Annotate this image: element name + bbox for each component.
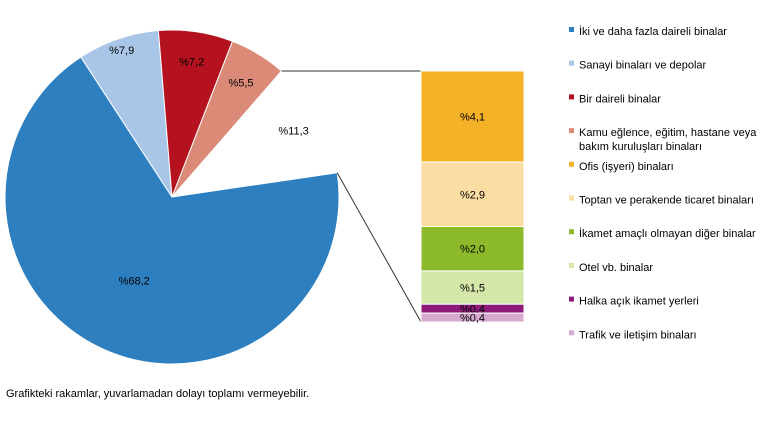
- pie-slice-label-4: %11,3: [278, 126, 308, 138]
- bar-segment-label-2: %2,0: [460, 244, 485, 256]
- legend-swatch-9: [569, 330, 574, 336]
- legend-swatch-3: [569, 128, 574, 134]
- legend-swatch-0: [569, 27, 574, 32]
- pie-slice-0: [4, 56, 340, 365]
- legend-swatch-5: [569, 195, 574, 201]
- legend-label-7: Otel vb. binalar: [579, 262, 653, 274]
- pie-slice-label-2: %7,2: [179, 57, 204, 69]
- legend-swatch-7: [569, 262, 574, 268]
- bar-segment-label-0: %4,1: [460, 112, 485, 124]
- legend-label-8: Halka açık ikamet yerleri: [579, 296, 699, 308]
- bar-segment-label-5: %0,4: [460, 313, 485, 325]
- legend-swatch-1: [569, 60, 574, 66]
- legend-label-5: Toptan ve perakende ticaret binaları: [579, 195, 754, 207]
- legend-label-9: Trafik ve iletişim binaları: [579, 329, 697, 341]
- bar-segment-5: [420, 312, 525, 323]
- legend-swatch-4: [569, 161, 574, 167]
- bar-segment-label-1: %2,9: [460, 189, 485, 201]
- footnote: Grafikteki rakamlar, yuvarlamadan dolayı…: [6, 388, 310, 400]
- pie-slice-label-1: %7,9: [109, 45, 134, 57]
- legend: İki ve daha fazla daireli binalar Sanayi …: [569, 25, 757, 341]
- legend-label-3: Kamu eğlence, eğitim, hastane veya bakım …: [579, 127, 757, 153]
- connector-line-bottom: [336, 172, 422, 323]
- pie-slice-label-3: %5,5: [228, 78, 253, 90]
- pie-slice-3: [171, 40, 283, 198]
- legend-label-0: İki ve daha fazla daireli binalar: [579, 25, 727, 38]
- legend-label-6: İkamet amaçlı olmayan diğer binalar: [579, 227, 756, 240]
- legend-swatch-8: [569, 296, 574, 302]
- pie-slice-label-0: %68,2: [119, 276, 150, 288]
- bar-segment-label-3: %1,5: [460, 283, 485, 295]
- pie-slice-4: [170, 70, 338, 198]
- legend-swatch-2: [569, 94, 574, 100]
- breakdown-bar: %4,1%2,9%2,0%1,5%0,4%0,4: [420, 70, 525, 325]
- pie: %11,3 %68,2 %7,9 %7,2 %5,5: [4, 29, 340, 365]
- legend-label-2: Bir daireli binalar: [579, 93, 661, 105]
- legend-swatch-6: [569, 229, 574, 235]
- connector-lines: [281, 70, 422, 323]
- legend-label-4: Ofis (işyeri) binaları: [579, 161, 674, 173]
- legend-label-1: Sanayi binaları ve depolar: [579, 60, 707, 72]
